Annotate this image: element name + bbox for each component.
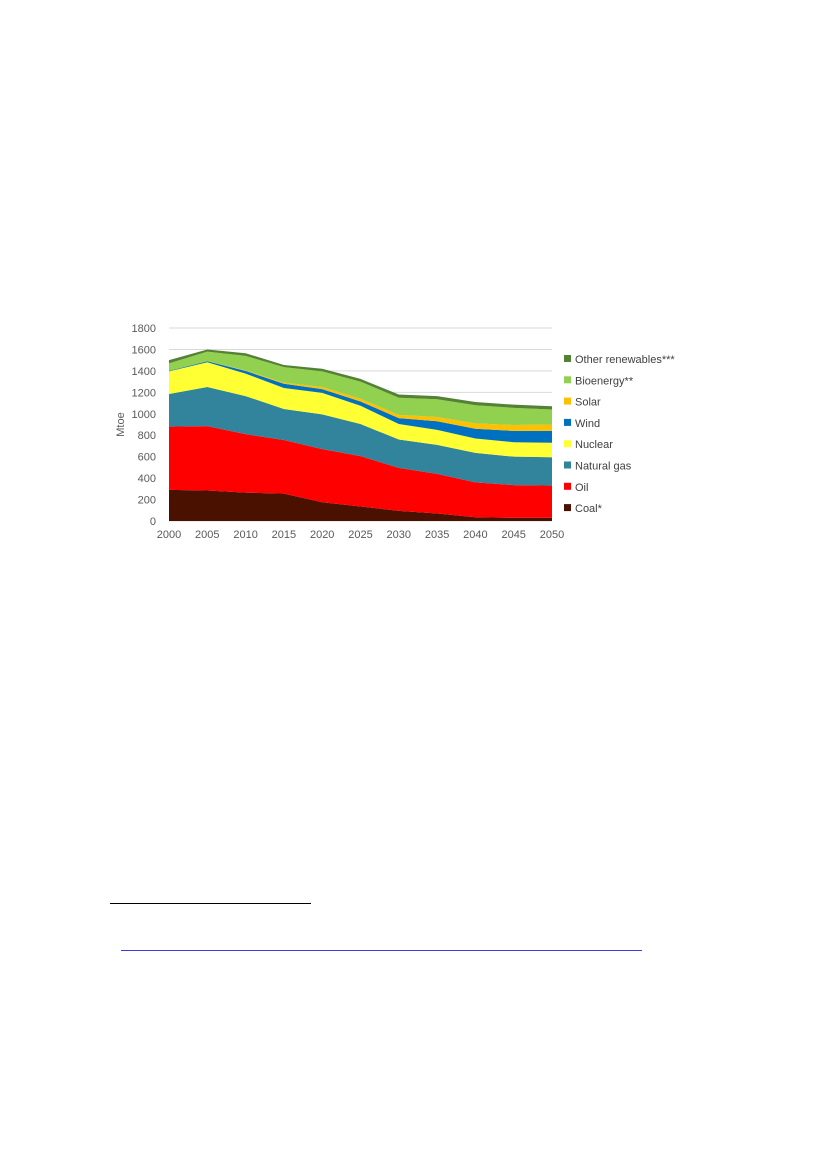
legend-swatch: [564, 355, 571, 362]
energy-mix-chart: 0 200 400 600 800 1000 1200 1400 1600 1800 2000 20…: [100, 318, 740, 548]
y-tick-label: 600: [138, 452, 156, 464]
legend-label: Solar: [575, 397, 601, 409]
y-axis-label: Mtoe: [115, 412, 127, 436]
area-wind: [169, 361, 552, 443]
legend-label: Natural gas: [575, 461, 632, 473]
x-tick-label: 2040: [463, 529, 487, 541]
y-tick-label: 800: [138, 430, 156, 442]
area-coal: [169, 489, 552, 521]
hyperlink-underline[interactable]: [121, 950, 642, 951]
area-nuclear: [169, 362, 552, 458]
x-tick-label: 2050: [540, 529, 564, 541]
chart-legend: Other renewables*** Bioenergy** Solar Wind N…: [564, 354, 675, 515]
legend-label: Nuclear: [575, 439, 613, 451]
y-tick-label: 400: [138, 473, 156, 485]
area-natural-gas: [169, 386, 552, 486]
legend-swatch: [564, 504, 571, 512]
x-tick-label: 2045: [501, 529, 525, 541]
legend-label: Coal*: [575, 503, 603, 515]
legend-label: Other renewables***: [575, 354, 675, 366]
y-tick-label: 0: [150, 516, 156, 528]
legend-label: Bioenergy**: [575, 375, 634, 387]
area-oil: [169, 426, 552, 518]
y-tick-label: 1200: [132, 387, 156, 399]
x-tick-label: 2015: [272, 529, 296, 541]
y-axis-ticks: 0 200 400 600 800 1000 1200 1400 1600 1800: [132, 323, 156, 528]
y-tick-label: 1000: [132, 409, 156, 421]
area-series-group: [169, 349, 552, 521]
x-axis-ticks: 2000 2005 2010 2015 2020 2025 2030 2035 2040 2045…: [157, 529, 564, 541]
y-tick-label: 1800: [132, 323, 156, 335]
x-tick-label: 2020: [310, 529, 334, 541]
footnote-separator: [110, 903, 311, 904]
legend-swatch: [564, 461, 571, 469]
x-tick-label: 2010: [233, 529, 257, 541]
x-tick-label: 2035: [425, 529, 449, 541]
legend-swatch: [564, 376, 571, 384]
area-bioenergy: [169, 351, 552, 426]
x-tick-label: 2030: [387, 529, 411, 541]
area-other-renewables: [169, 349, 552, 410]
legend-swatch: [564, 440, 571, 448]
x-tick-label: 2000: [157, 529, 181, 541]
legend-swatch: [564, 397, 571, 405]
legend-swatch: [564, 482, 571, 490]
y-tick-label: 1600: [132, 344, 156, 356]
legend-label: Oil: [575, 482, 588, 494]
x-tick-label: 2005: [195, 529, 219, 541]
y-tick-label: 1400: [132, 366, 156, 378]
y-tick-label: 200: [138, 495, 156, 507]
legend-swatch: [564, 418, 571, 426]
x-tick-label: 2025: [348, 529, 372, 541]
legend-label: Wind: [575, 418, 600, 430]
